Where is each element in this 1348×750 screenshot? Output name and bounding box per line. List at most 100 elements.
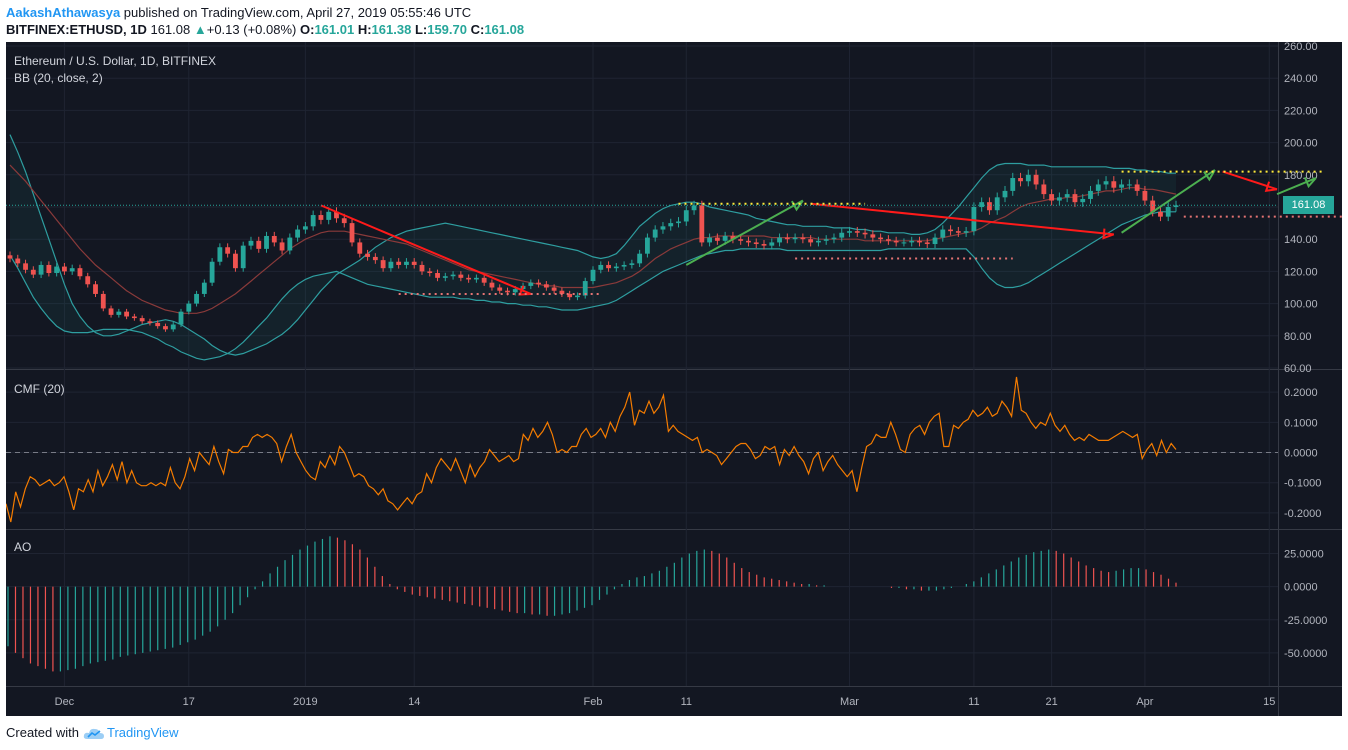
candle-body [637,253,643,264]
cmf-indicator-title[interactable]: CMF (20) [14,382,65,396]
candle-body [816,240,821,243]
bb-indicator-title[interactable]: BB (20, close, 2) [14,71,103,85]
candle-body [458,274,464,278]
candle-body [1103,181,1109,185]
price-axis-label: 120.00 [1284,266,1318,278]
candle-body [598,264,604,270]
tradingview-logo-icon [83,728,104,739]
open-label: O: [299,22,315,37]
symbol-line: BITFINEX:ETHUSD, 1D 161.08 ▲+0.13 (+0.08… [6,22,524,37]
candle-body [831,237,837,240]
candle-body [629,263,635,265]
candle-body [489,282,495,288]
price-axis-label: 60.00 [1284,363,1312,375]
candle-body [62,266,67,272]
candle-body [1142,190,1148,201]
candle-body [613,266,619,269]
candle-body [38,264,44,275]
ao-axis-label: 0.0000 [1284,582,1318,594]
x-tick-label: Apr [1136,696,1153,708]
candle-body [1033,174,1039,185]
candle-body [1018,178,1023,182]
chart-area[interactable]: Dec17201914Feb11Mar1121Apr15May260.00240… [6,42,1342,716]
candle-body [310,215,316,227]
candle-body [979,202,985,207]
candle-body [707,237,713,243]
candle-body [372,256,378,261]
candle-body [800,237,806,240]
cmf-axis-label: -0.2000 [1284,508,1321,520]
candle-body [54,266,60,274]
candle-body [676,221,681,224]
x-tick-label: 17 [183,696,195,708]
candle-body [1158,211,1163,217]
bb-band-fill [10,134,1176,360]
candle-body [621,264,627,267]
chart-canvas[interactable]: Dec17201914Feb11Mar1121Apr15May260.00240… [6,42,1342,716]
close-label: C: [470,22,485,37]
x-tick-label: 2019 [293,696,317,708]
x-tick-label: 21 [1046,696,1058,708]
created-with-line: Created with TradingView [6,725,179,741]
candle-body [341,218,347,224]
publish-info: published on TradingView.com, April 27, … [123,5,472,20]
candle-body [124,311,130,317]
tradingview-brand[interactable]: TradingView [106,725,179,740]
candle-body [30,269,36,275]
candle-body [186,303,192,312]
candle-body [271,235,277,243]
candle-body [264,235,269,249]
author-link[interactable]: AakashAthawasya [6,5,121,20]
candle-body [792,237,798,240]
candle-body [575,295,580,298]
candle-body [901,242,907,244]
candle-body [839,232,845,238]
price-axis-label: 260.00 [1284,42,1318,53]
candle-body [932,237,938,245]
low-value: 159.70 [427,22,467,37]
candle-body [1064,194,1070,198]
candle-body [645,237,650,254]
candle-body [1088,190,1093,199]
candle-body [1150,200,1156,212]
x-tick-label: 15 [1263,696,1275,708]
candle-body [559,290,565,294]
candle-body [248,240,254,246]
candle-body [100,293,106,309]
price-change: +0.13 (+0.08%) [206,22,297,37]
candle-body [971,207,977,232]
candle-body [217,247,223,262]
candle-body [590,269,596,282]
candle-body [427,271,433,274]
candle-body [1080,198,1086,203]
candle-body [466,277,472,280]
candle-body [784,237,790,240]
candle-body [543,284,549,288]
candle-body [233,253,238,269]
candle-body [225,247,231,254]
drawing-green-arrow-head [1203,169,1216,182]
ao-axis-label: -50.0000 [1284,648,1327,660]
candle-body [46,264,52,274]
candle-body [909,240,915,243]
drawing-green-arrow [1121,169,1216,234]
candle-body [955,231,961,233]
cmf-axis-label: -0.1000 [1284,478,1321,490]
candle-body [295,229,301,238]
ao-indicator-title[interactable]: AO [14,540,32,554]
candle-body [380,260,386,269]
candle-body [987,202,992,211]
candle-body [194,293,199,304]
candle-body [497,287,503,291]
candle-body [163,326,168,330]
candle-body [606,264,611,269]
candle-body [411,261,417,265]
drawing-red-arrow-head [1264,181,1278,192]
candle-body [139,318,145,322]
candle-body [1095,184,1101,191]
candle-body [730,235,736,240]
price-axis-label: 220.00 [1284,105,1318,117]
drawing-green-arrow-head [1304,177,1317,189]
candle-body [528,282,534,286]
candle-body [753,242,759,245]
